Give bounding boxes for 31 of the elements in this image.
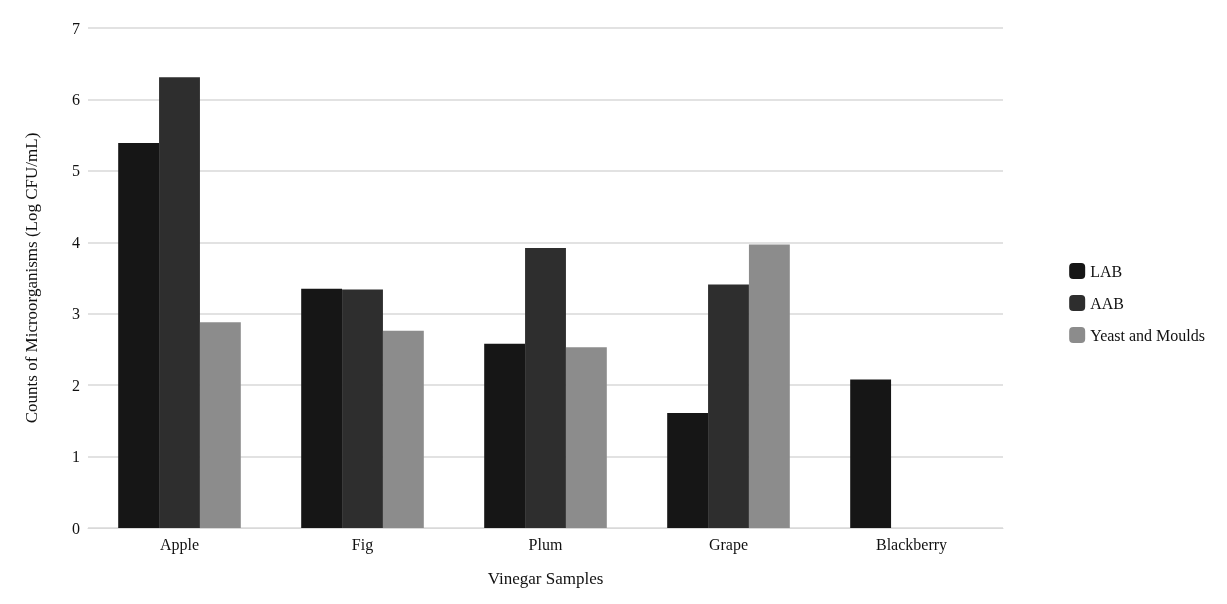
y-axis-title: Counts of Microorganisms (Log CFU/mL) — [22, 132, 41, 424]
bar — [159, 77, 200, 528]
y-tick-label: 2 — [72, 376, 80, 394]
bar — [565, 347, 607, 528]
bar — [708, 284, 749, 528]
bar — [118, 143, 160, 528]
bar — [342, 289, 383, 528]
legend-label: AAB — [1090, 294, 1124, 312]
bar — [199, 322, 241, 528]
bar — [382, 330, 424, 528]
bar — [748, 244, 790, 528]
y-tick-label: 6 — [72, 90, 80, 108]
bar — [484, 343, 526, 528]
legend-label: LAB — [1090, 262, 1123, 280]
y-tick-label: 1 — [72, 448, 80, 466]
x-tick-label: Blackberry — [875, 535, 948, 554]
legend-label: Yeast and Moulds — [1090, 326, 1205, 344]
y-tick-label: 4 — [72, 233, 80, 251]
y-tick-label: 0 — [72, 519, 80, 537]
y-tick-label: 7 — [72, 19, 80, 37]
y-tick-label: 5 — [72, 162, 80, 180]
bar — [850, 379, 892, 528]
x-tick-label: Grape — [708, 535, 749, 554]
x-tick-label: Plum — [528, 535, 563, 553]
x-tick-label: Fig — [351, 535, 374, 554]
x-tick-label: Apple — [159, 535, 200, 554]
bar — [301, 288, 343, 528]
y-tick-label: 3 — [72, 305, 80, 323]
bar — [667, 413, 709, 528]
x-axis-title: Vinegar Samples — [487, 569, 604, 588]
bar — [525, 248, 566, 528]
